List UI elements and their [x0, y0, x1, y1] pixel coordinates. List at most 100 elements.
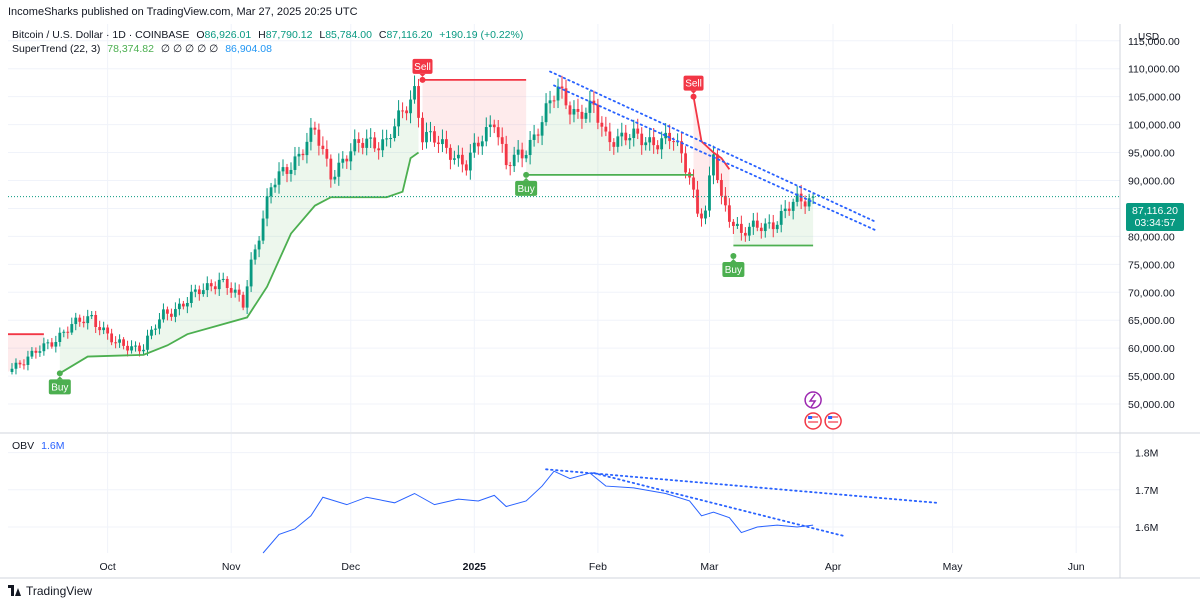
candle-body	[787, 208, 791, 211]
supertrend-name: SuperTrend (22, 3)	[12, 43, 101, 55]
time-axis-label: Feb	[589, 561, 607, 573]
candle-body	[532, 134, 536, 140]
signal-label: Sell	[685, 79, 702, 90]
obv-legend[interactable]: OBV 1.6M	[12, 440, 68, 452]
candle-body	[468, 152, 472, 171]
obv-line	[262, 470, 814, 554]
price-trendline-0	[549, 70, 878, 224]
candle-body	[608, 131, 612, 143]
supertrend-legend[interactable]: SuperTrend (22, 3) 78,374.82 ∅ ∅ ∅ ∅ ∅ 8…	[12, 43, 276, 55]
obv-axis-label: 1.7M	[1135, 485, 1158, 497]
candle-body	[413, 86, 416, 100]
supertrend-up-fill	[59, 86, 419, 374]
us-flag-canton	[828, 416, 833, 419]
candle-body	[26, 356, 30, 365]
candle-body	[580, 111, 584, 119]
candle-body	[540, 122, 544, 136]
candle-body	[261, 218, 265, 241]
candle-body	[696, 189, 699, 214]
candle-body	[747, 226, 751, 236]
candle-body	[381, 139, 385, 151]
candle-body	[472, 142, 476, 153]
axes: 50,000.00 55,000.00 60,000.00 65,000.00 70,0…	[99, 36, 1180, 573]
bar-countdown: 03:34:57	[1134, 217, 1176, 229]
candle-body	[98, 327, 102, 331]
currency-label: USD	[1138, 32, 1160, 43]
candle-body	[763, 223, 767, 232]
candle-body	[600, 122, 604, 127]
event-icons	[804, 391, 842, 430]
candle-body	[759, 227, 763, 232]
price-axis-label: 65,000.00	[1128, 315, 1175, 327]
candle-body	[58, 332, 62, 343]
candle-body	[317, 129, 321, 146]
candle-body	[333, 176, 337, 180]
tradingview-brand[interactable]: TradingView	[8, 584, 92, 598]
open-label: O	[196, 29, 205, 41]
signal-pointer	[56, 376, 63, 380]
candle-body	[285, 167, 289, 174]
publish-info: IncomeSharks published on TradingView.co…	[8, 6, 358, 18]
candle-body	[205, 283, 209, 291]
supertrend-up-fill	[526, 86, 694, 190]
us-flag-event-icon	[804, 412, 822, 430]
candle-body	[138, 345, 141, 352]
signal-label: Buy	[725, 265, 742, 276]
price-axis-label: 55,000.00	[1128, 371, 1175, 383]
candle-body	[90, 314, 94, 317]
candle-body	[170, 313, 173, 317]
candle-body	[743, 232, 747, 236]
candle-body	[397, 110, 400, 127]
candle-body	[552, 100, 556, 102]
signal-badge	[412, 58, 433, 74]
symbol-legend[interactable]: Bitcoin / U.S. Dollar · 1D · COINBASE O8…	[12, 29, 527, 41]
candle-body	[437, 142, 440, 145]
supertrend-empty-values: ∅ ∅ ∅ ∅ ∅	[160, 43, 219, 55]
candle-body	[249, 259, 253, 287]
high-value: 87,790.12	[265, 29, 313, 41]
price-axis-label: 50,000.00	[1128, 399, 1175, 411]
candle-body	[811, 196, 815, 198]
candle-body	[484, 127, 488, 142]
last-price: 87,116.20	[1132, 205, 1178, 217]
candle-body	[652, 137, 656, 146]
candle-body	[460, 154, 464, 165]
signal-label: Sell	[414, 62, 431, 73]
candle-body	[142, 349, 145, 352]
lightning-event-icon	[804, 391, 822, 409]
candle-body	[94, 314, 98, 328]
candle-body	[708, 175, 711, 211]
candle-body	[716, 154, 719, 181]
obv-trendline-0	[545, 468, 938, 504]
candle-body	[86, 316, 90, 324]
candle-body	[724, 195, 727, 206]
signal-dot	[419, 76, 426, 83]
candle-body	[174, 309, 177, 317]
signal-pointer	[690, 90, 697, 94]
supertrend-value2: 86,904.08	[225, 43, 272, 55]
candle-body	[162, 309, 165, 320]
low-label: L	[319, 29, 326, 41]
candles	[10, 75, 815, 375]
candle-body	[297, 153, 301, 157]
candle-body	[604, 126, 608, 132]
signal-pointer	[419, 73, 426, 77]
candle-body	[544, 103, 548, 123]
candle-body	[568, 105, 572, 115]
candle-body	[293, 156, 297, 170]
candle-body	[405, 110, 408, 114]
candle-body	[508, 165, 512, 167]
candle-body	[166, 309, 169, 314]
time-axis-label: Jun	[1068, 561, 1085, 573]
signal-dot	[690, 93, 697, 100]
candle-body	[620, 132, 624, 137]
candle-body	[114, 342, 118, 344]
candle-body	[728, 205, 731, 222]
candle-body	[189, 291, 193, 303]
obv-pane	[262, 468, 938, 554]
time-axis-label: May	[943, 561, 964, 573]
candle-body	[500, 137, 504, 144]
us-flag-canton	[808, 416, 813, 419]
signal-pointer	[730, 258, 737, 262]
